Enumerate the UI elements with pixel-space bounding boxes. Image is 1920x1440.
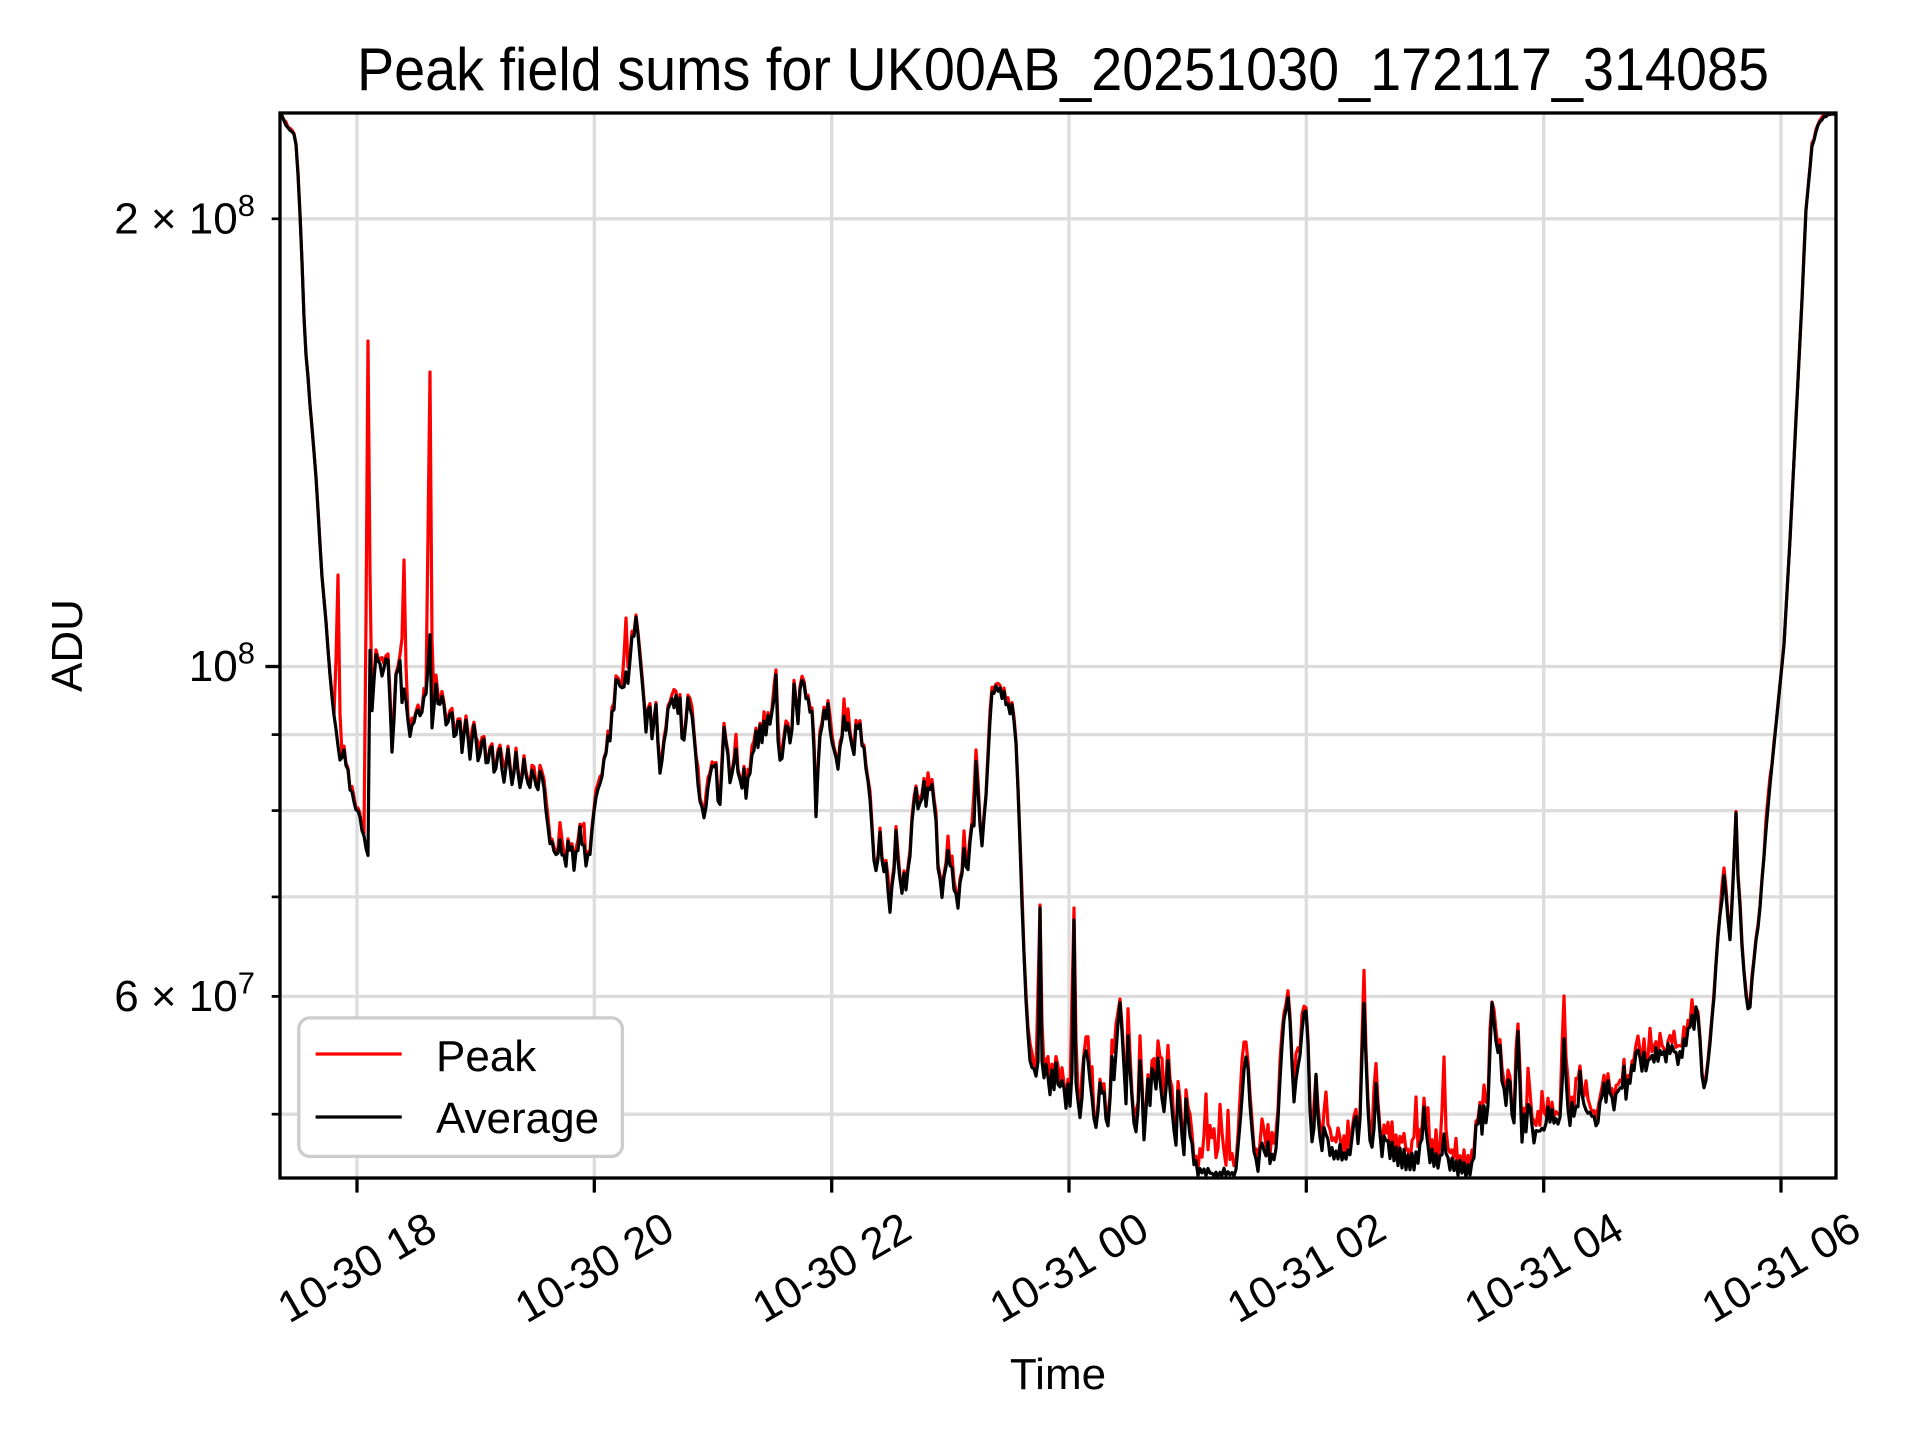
svg-text:ADU: ADU (43, 599, 92, 692)
svg-text:Peak field sums for UK00AB_202: Peak field sums for UK00AB_20251030_1721… (357, 36, 1769, 103)
svg-text:2 × 108: 2 × 108 (114, 187, 255, 243)
svg-text:6 × 107: 6 × 107 (114, 965, 255, 1021)
svg-text:Average: Average (436, 1094, 599, 1143)
svg-text:Time: Time (1010, 1350, 1106, 1399)
svg-text:Peak: Peak (436, 1032, 537, 1081)
